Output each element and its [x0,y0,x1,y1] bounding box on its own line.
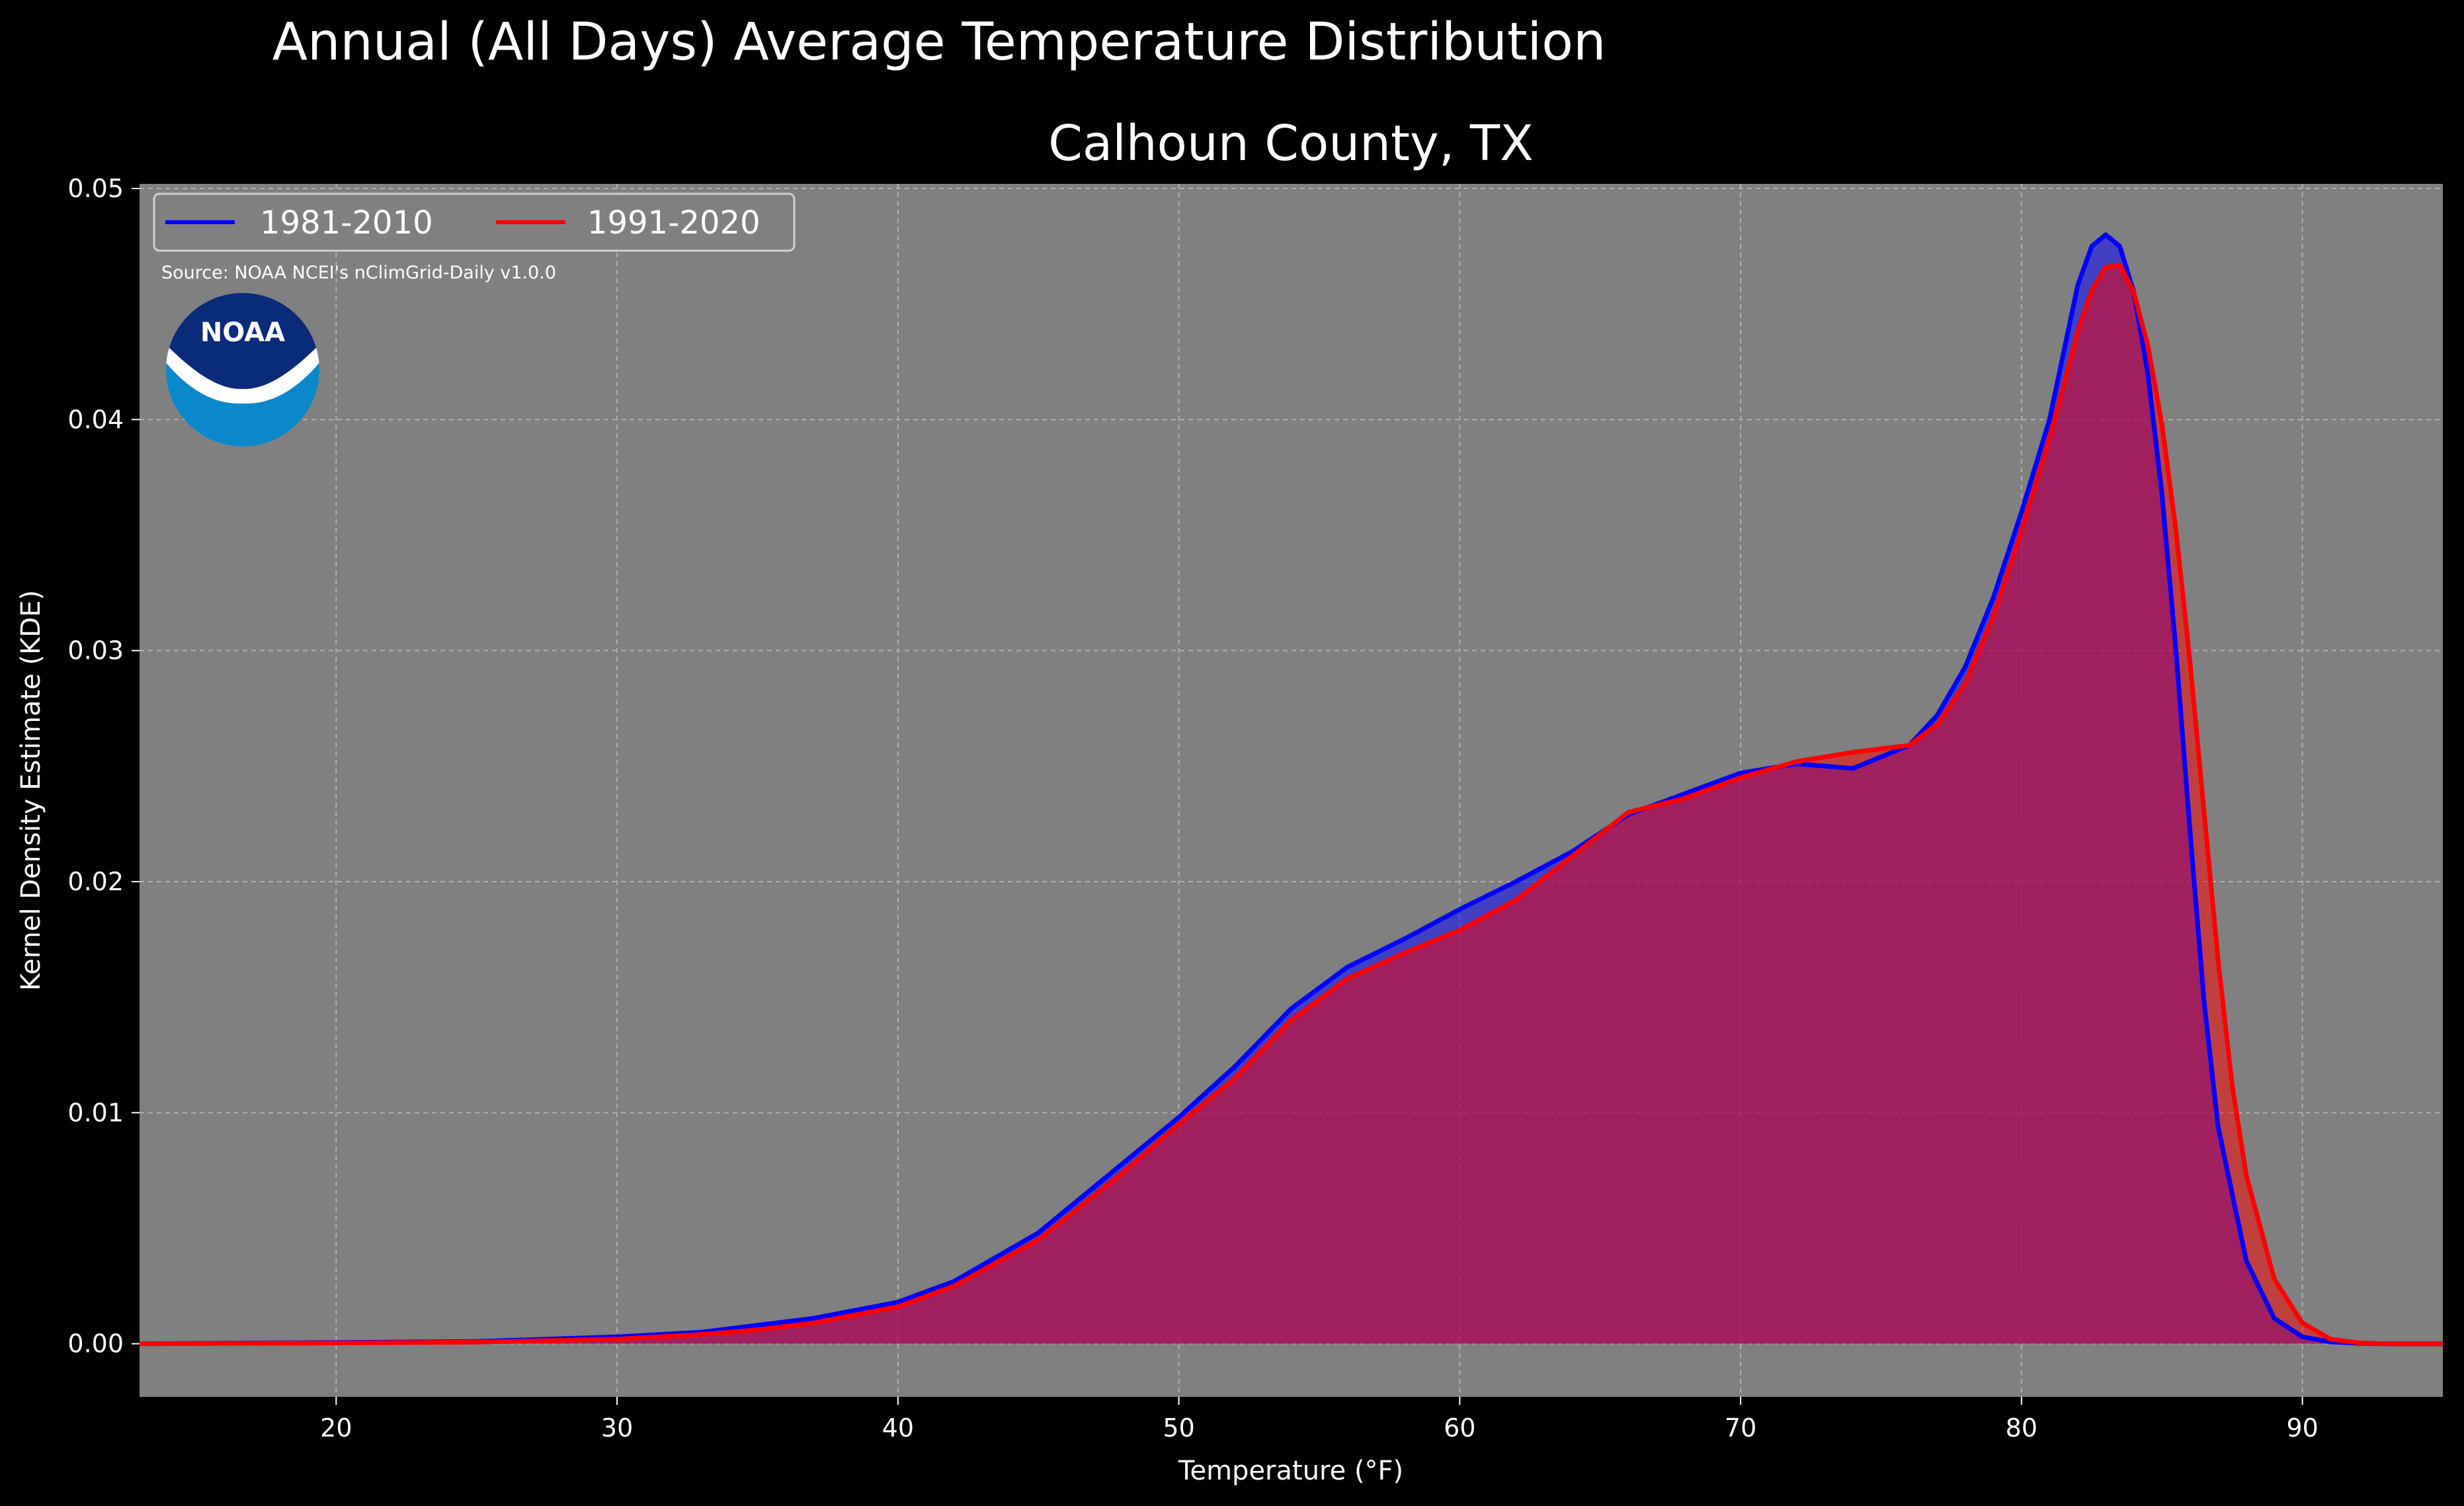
gull-icon [166,344,319,404]
noaa-logo: NOAA [166,293,319,446]
x-tick-label: 80 [2006,1413,2037,1443]
chart-subtitle: Calhoun County, TX [1048,115,1534,172]
series-fills [140,234,2443,1344]
x-axis: 20 30 40 50 60 70 80 90 [320,1397,2319,1443]
y-tick-label: 0.00 [67,1329,124,1359]
x-tick-label: 70 [1725,1413,1756,1443]
series-fill-1991-2020 [140,265,2443,1344]
x-tick-label: 50 [1163,1413,1194,1443]
series-lines [139,232,2443,1347]
x-tick-label: 20 [320,1413,352,1443]
x-tick-label: 90 [2286,1413,2318,1443]
series-line-1981-2010 [139,232,2443,1347]
legend-box [153,192,796,252]
y-tick-label: 0.01 [67,1098,124,1127]
x-tick-label: 30 [601,1413,633,1443]
legend: 1981-2010 1991-2020 [153,192,796,252]
y-tick-label: 0.03 [67,636,124,665]
y-tick-label: 0.05 [67,174,124,203]
x-axis-label: Temperature (°F) [1178,1456,1403,1486]
y-tick-label: 0.04 [67,405,124,434]
x-tick-label: 40 [882,1413,914,1443]
y-axis: 0.00 0.01 0.02 0.03 0.04 0.05 [67,174,140,1359]
series-line-1991-2020 [139,262,2443,1347]
legend-label-1981-2010: 1981-2010 [260,204,433,241]
chart-title: Annual (All Days) Average Temperature Di… [272,13,1606,72]
source-note: Source: NOAA NCEI's nClimGrid-Daily v1.0… [161,263,556,283]
x-tick-label: 60 [1444,1413,1475,1443]
y-axis-label: Kernel Density Estimate (KDE) [16,590,46,991]
noaa-logo-text: NOAA [200,317,285,348]
legend-label-1991-2020: 1991-2020 [587,204,760,241]
y-tick-label: 0.02 [67,867,124,896]
